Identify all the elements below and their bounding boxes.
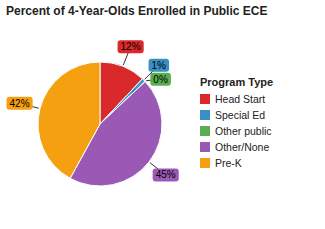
legend-entry: Head Start xyxy=(215,93,265,105)
data-label-text: 0% xyxy=(153,74,168,85)
legend-entry: Other public xyxy=(215,125,272,137)
label-box xyxy=(7,97,33,110)
legend-entry: Special Ed xyxy=(215,109,265,121)
data-labels: 12% 1% 0% 45% 42% xyxy=(7,40,179,181)
legend-swatch xyxy=(200,126,210,136)
data-label-text: 45% xyxy=(156,169,176,180)
label-box xyxy=(149,59,170,72)
legend-entry: Pre-K xyxy=(215,157,242,169)
data-label-text: 42% xyxy=(10,98,30,109)
legend-swatch xyxy=(200,142,210,152)
data-label: 0% xyxy=(150,73,171,86)
legend: Program Type Head Start Special Ed Other pu… xyxy=(200,76,273,169)
title: Percent of 4-Year-Olds Enrolled in Publi… xyxy=(6,4,267,18)
slice xyxy=(38,62,100,178)
data-label: 1% xyxy=(149,59,170,72)
label-box xyxy=(150,73,171,86)
data-label-text: 12% xyxy=(121,41,141,52)
pie xyxy=(38,62,162,186)
data-label: 45% xyxy=(153,168,179,181)
data-label: 42% xyxy=(7,97,33,110)
legend-entry: Other/None xyxy=(215,141,269,153)
chart: Percent of 4-Year-Olds Enrolled in Publi… xyxy=(0,0,325,229)
label-box xyxy=(153,168,179,181)
data-label-text: 1% xyxy=(152,60,167,71)
leader-lines xyxy=(20,47,166,175)
legend-swatch xyxy=(200,110,210,120)
legend-swatch xyxy=(200,94,210,104)
legend-swatch xyxy=(200,158,210,168)
legend-title: Program Type xyxy=(200,76,273,88)
label-box xyxy=(118,40,144,53)
data-label: 12% xyxy=(118,40,144,53)
